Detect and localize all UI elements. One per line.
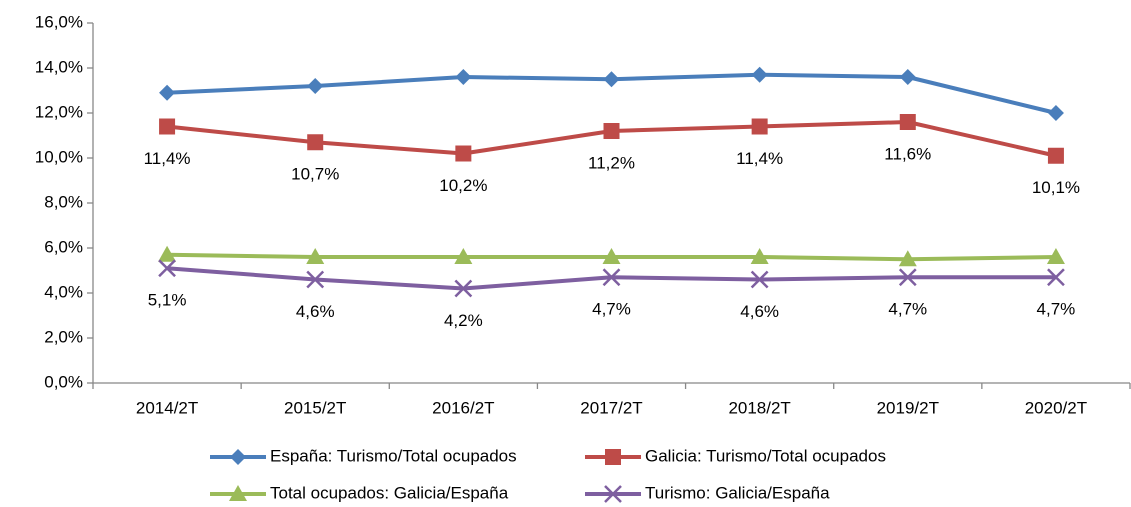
legend-label: España: Turismo/Total ocupados xyxy=(270,446,517,465)
legend-label: Total ocupados: Galicia/España xyxy=(270,483,509,502)
data-label: 4,7% xyxy=(592,300,631,319)
marker xyxy=(605,449,621,465)
marker xyxy=(899,69,916,85)
x-tick-label: 2019/2T xyxy=(877,398,939,417)
data-label: 10,1% xyxy=(1032,178,1080,197)
marker xyxy=(158,245,177,262)
marker xyxy=(1047,268,1065,287)
data-label: 11,6% xyxy=(884,144,931,163)
y-tick-label: 10,0% xyxy=(35,147,83,166)
x-tick-label: 2017/2T xyxy=(580,398,642,417)
x-tick-label: 2016/2T xyxy=(432,398,494,417)
x-tick-label: 2015/2T xyxy=(284,398,346,417)
y-tick-label: 0,0% xyxy=(44,372,83,391)
marker xyxy=(899,114,916,130)
x-tick-label: 2018/2T xyxy=(728,398,790,417)
marker xyxy=(1047,147,1064,164)
data-label: 4,7% xyxy=(1037,300,1076,319)
marker xyxy=(1047,105,1064,121)
data-label: 4,7% xyxy=(888,300,927,319)
marker xyxy=(750,248,769,264)
marker xyxy=(454,248,473,264)
marker xyxy=(750,270,769,289)
legend-label: Turismo: Galicia/España xyxy=(645,483,830,502)
y-tick-label: 4,0% xyxy=(44,282,83,301)
data-label: 10,2% xyxy=(439,176,487,195)
marker xyxy=(1046,248,1065,264)
marker xyxy=(159,84,176,101)
marker xyxy=(898,250,917,267)
x-tick-label: 2020/2T xyxy=(1025,398,1087,417)
marker xyxy=(230,449,246,465)
marker xyxy=(898,268,917,287)
marker xyxy=(751,118,768,135)
data-label: 11,4% xyxy=(736,149,783,168)
data-label: 4,6% xyxy=(296,302,335,321)
y-tick-label: 2,0% xyxy=(44,327,83,346)
marker xyxy=(455,69,472,85)
data-label: 11,4% xyxy=(144,149,191,168)
marker xyxy=(602,248,621,264)
x-tick-label: 2014/2T xyxy=(136,398,198,417)
marker xyxy=(306,248,325,264)
marker xyxy=(307,134,324,151)
marker xyxy=(454,279,473,298)
data-label: 10,7% xyxy=(291,165,339,184)
marker xyxy=(158,259,176,278)
marker xyxy=(455,145,472,162)
y-tick-label: 16,0% xyxy=(35,12,83,31)
legend-label: Galicia: Turismo/Total ocupados xyxy=(645,446,886,465)
y-tick-label: 6,0% xyxy=(44,237,83,256)
marker xyxy=(604,485,622,503)
data-label: 11,2% xyxy=(588,153,635,172)
y-tick-label: 8,0% xyxy=(44,192,83,211)
marker xyxy=(229,485,247,501)
marker xyxy=(603,71,620,88)
marker xyxy=(603,123,620,139)
marker xyxy=(307,78,324,94)
marker xyxy=(751,66,768,83)
data-label: 4,2% xyxy=(444,311,483,330)
data-label: 4,6% xyxy=(740,302,779,321)
marker xyxy=(602,268,621,287)
marker xyxy=(159,118,176,135)
y-tick-label: 12,0% xyxy=(35,102,83,121)
y-tick-label: 14,0% xyxy=(35,57,83,76)
data-label: 5,1% xyxy=(148,291,187,310)
marker xyxy=(306,270,325,289)
